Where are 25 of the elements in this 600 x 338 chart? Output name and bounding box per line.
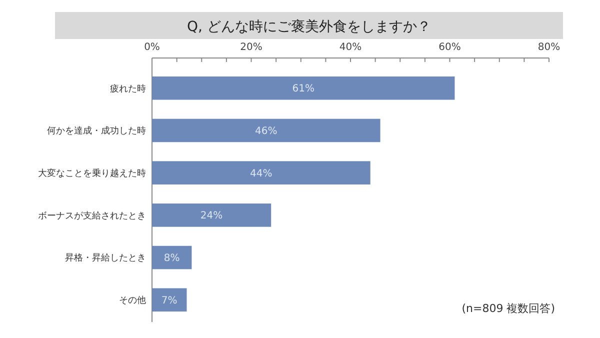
y-tick-label: 何かを達成・成功した時	[47, 126, 146, 137]
bar	[152, 288, 187, 312]
bar	[152, 161, 370, 184]
data-label: 46%	[255, 126, 278, 137]
data-label: 8%	[164, 253, 180, 264]
y-tick-label: ボーナスが支給されたとき	[38, 210, 146, 222]
bar	[152, 246, 192, 270]
data-label: 44%	[250, 168, 272, 180]
y-tick-label: 大変なことを乗り越えた時	[38, 168, 146, 179]
x-tick-label: 0%	[144, 42, 160, 53]
bar	[152, 118, 380, 142]
chart-title: Q, どんな時にご褒美外食をしますか？	[187, 18, 431, 35]
y-tick-label: 昇格・昇給したとき	[65, 252, 146, 264]
x-tick-label: 60%	[438, 42, 461, 53]
data-label: 61%	[292, 84, 314, 95]
bar	[152, 76, 455, 100]
bar	[152, 204, 272, 227]
y-tick-label: 疲れた時	[110, 83, 146, 94]
data-label: 24%	[200, 210, 223, 222]
x-tick-label: 40%	[339, 42, 362, 53]
data-label: 7%	[161, 295, 178, 306]
y-tick-label: その他	[119, 295, 146, 306]
annotation: (n=809 複数回答)	[462, 302, 555, 315]
x-tick-label: 80%	[538, 42, 560, 53]
x-tick-label: 20%	[240, 42, 262, 53]
